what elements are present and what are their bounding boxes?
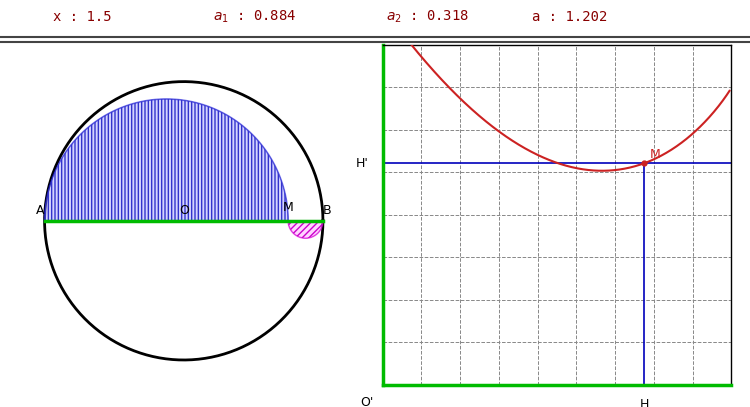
Text: a : 1.202: a : 1.202 — [532, 10, 608, 24]
Text: x : 1.5: x : 1.5 — [53, 10, 112, 24]
Text: M: M — [650, 148, 660, 161]
Text: $a_2$ : 0.318: $a_2$ : 0.318 — [386, 9, 469, 25]
Text: O': O' — [361, 396, 374, 407]
Text: O: O — [178, 204, 189, 217]
Text: A: A — [36, 204, 44, 217]
Polygon shape — [288, 221, 323, 238]
Text: H': H' — [356, 157, 368, 170]
Text: M: M — [283, 201, 293, 214]
Text: H: H — [640, 398, 649, 407]
Polygon shape — [44, 99, 288, 221]
Text: $a_1$ : 0.884: $a_1$ : 0.884 — [214, 9, 296, 25]
Text: B: B — [323, 204, 332, 217]
